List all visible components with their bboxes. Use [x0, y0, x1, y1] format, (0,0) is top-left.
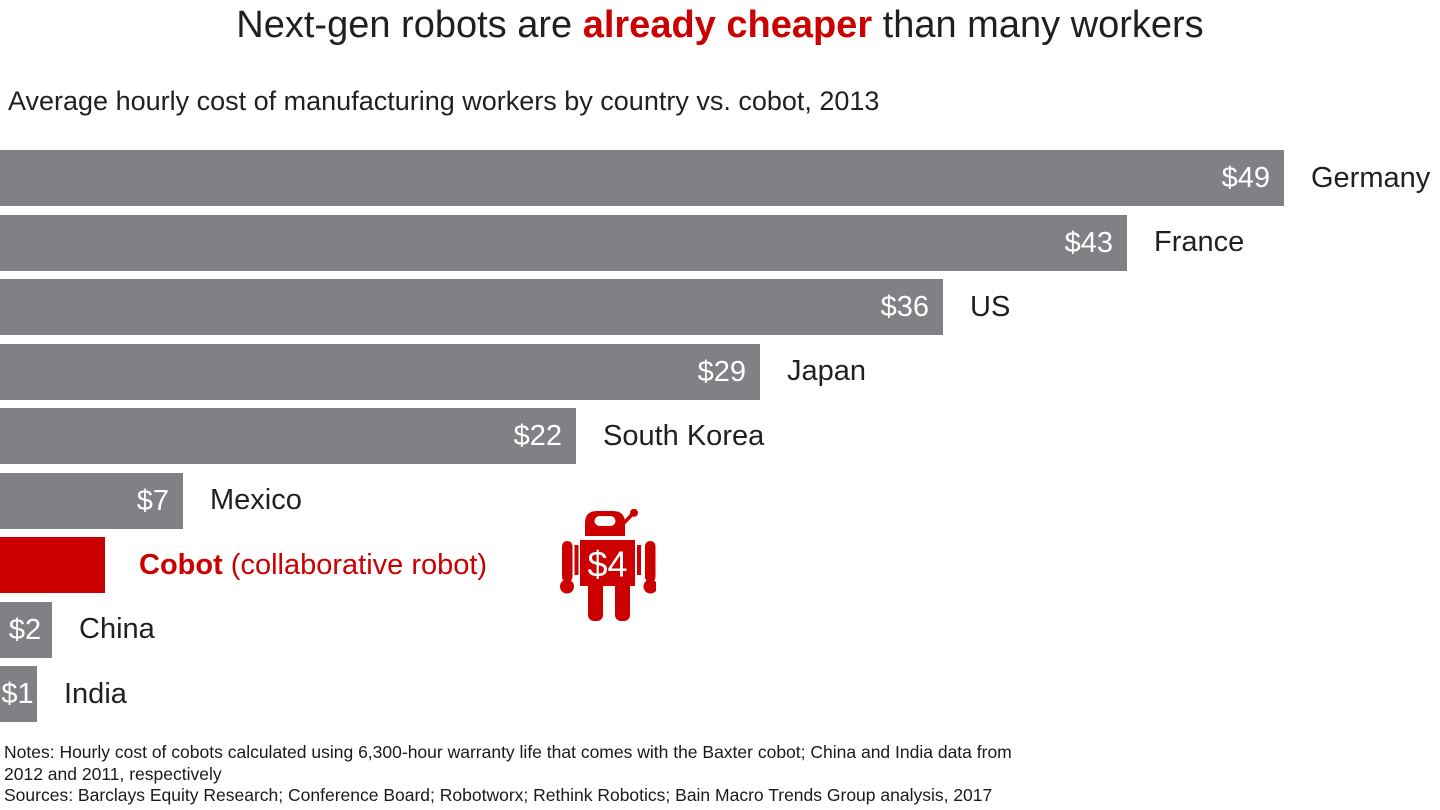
- chart-row: $7 Mexico: [0, 472, 302, 529]
- bar: $7: [0, 472, 183, 529]
- bar: $49: [0, 150, 1284, 206]
- chart-row: $1 India: [0, 666, 127, 722]
- bar-value-label: $36: [880, 291, 929, 323]
- category-label: South Korea: [603, 419, 765, 452]
- robot-hand-right: [643, 579, 656, 594]
- title-text-post: than many workers: [872, 4, 1204, 46]
- bar-value-label: $29: [697, 355, 746, 388]
- footer-notes: Notes: Hourly cost of cobots calculated …: [4, 742, 1012, 807]
- category-label: China: [79, 613, 155, 645]
- robot-arm-right: [645, 541, 656, 582]
- bar: $1: [0, 666, 37, 722]
- page-title: Next-gen robots are already cheaper than…: [0, 4, 1440, 47]
- category-label: Germany: [1311, 161, 1431, 194]
- category-label-bold: Cobot: [139, 548, 223, 581]
- chart-subtitle: Average hourly cost of manufacturing wor…: [8, 86, 880, 116]
- chart-row: $49 Germany: [0, 150, 1430, 206]
- bar: $29: [0, 343, 760, 400]
- bar: [0, 537, 105, 593]
- bar-value-label: $49: [1221, 162, 1270, 194]
- chart-row: $29 Japan: [0, 343, 867, 400]
- bar-value-label: $7: [136, 484, 169, 517]
- bar-value-label: $43: [1064, 226, 1113, 259]
- category-label: Japan: [787, 355, 867, 387]
- robot-shoulder-left: [574, 545, 579, 575]
- bar-chart: $49 Germany $43 France $36 US $29 Japan: [0, 150, 1440, 730]
- robot-arm-left: [562, 541, 573, 582]
- chart-row: $2 China: [0, 601, 155, 658]
- robot-antenna-tip: [630, 509, 638, 517]
- notes-line-1: Notes: Hourly cost of cobots calculated …: [4, 742, 1012, 762]
- chart-row: Cobot (collaborative robot): [0, 537, 487, 593]
- bar-value-label: $2: [8, 613, 42, 646]
- bar-value-label: $22: [513, 420, 562, 452]
- robot-hand-left: [560, 579, 574, 594]
- bar: $22: [0, 408, 576, 464]
- category-label: Mexico: [210, 484, 302, 516]
- robot-shoulder-right: [637, 545, 641, 575]
- cobot-value-label: $4: [587, 544, 627, 585]
- category-label: Cobot (collaborative robot): [139, 549, 487, 582]
- category-label: US: [970, 290, 1011, 323]
- cobot-robot-icon: $4: [560, 509, 656, 621]
- chart-row: $22 South Korea: [0, 408, 764, 464]
- bar: $43: [0, 214, 1127, 271]
- category-label-rest: (collaborative robot): [222, 548, 488, 581]
- chart-row: $43 France: [0, 214, 1245, 271]
- bar: $36: [0, 279, 943, 335]
- robot-visor: [594, 516, 616, 526]
- category-label: France: [1154, 226, 1245, 258]
- category-label: India: [64, 677, 127, 710]
- robot-body: [580, 540, 635, 586]
- sources-line: Sources: Barclays Equity Research; Confe…: [4, 785, 993, 805]
- title-text-pre: Next-gen robots are: [236, 4, 583, 46]
- notes-line-2: 2012 and 2011, respectively: [4, 763, 222, 784]
- chart-row: $36 US: [0, 279, 1010, 335]
- bar-value-label: $1: [1, 678, 34, 710]
- bar: $2: [0, 601, 52, 658]
- title-highlight: already cheaper: [582, 4, 873, 46]
